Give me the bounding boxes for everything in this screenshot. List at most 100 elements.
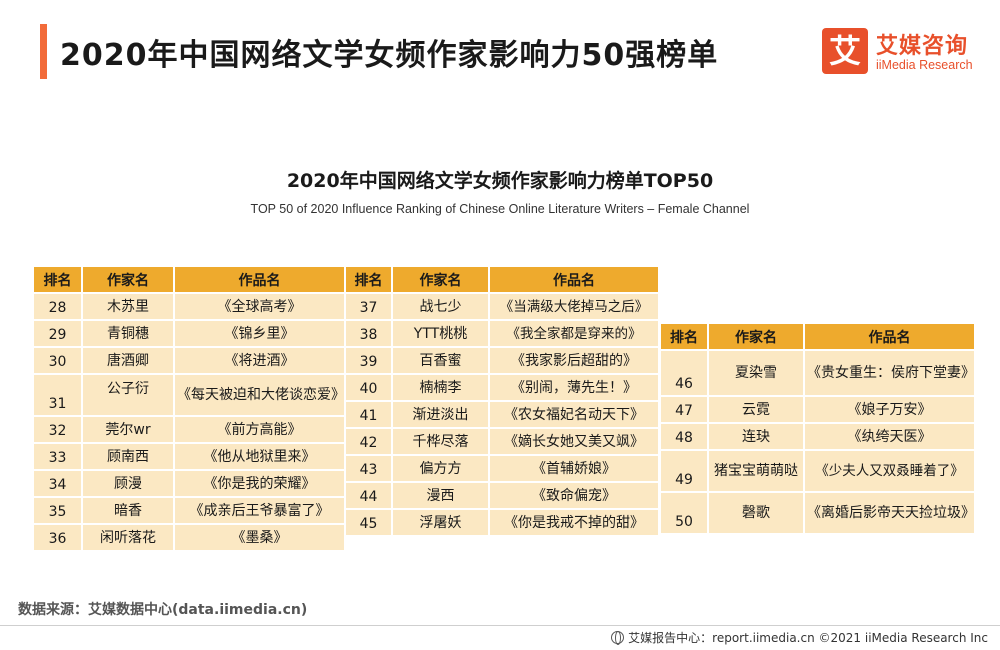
writer-cell: 暗香 [83,498,175,525]
work-cell: 《我家影后超甜的》 [490,348,658,375]
ranking-table-2: 排名 作家名 作品名 37 战七少 《当满级大佬掉马之后》 38 YTT桃桃 《… [346,267,658,537]
rank-cell: 31 [34,375,83,417]
rank-cell: 34 [34,471,83,498]
rank-cell: 47 [661,397,709,424]
writer-cell: 千桦尽落 [393,429,490,456]
logo-name-cn: 艾媒咨询 [876,34,969,59]
rank-cell: 41 [346,402,393,429]
writer-cell: 青铜穗 [83,321,175,348]
rank-cell: 32 [34,417,83,444]
writer-cell: 云霓 [709,397,805,424]
table-row: 38 YTT桃桃 《我全家都是穿来的》 [346,321,658,348]
writer-cell: 渐进淡出 [393,402,490,429]
table-row: 42 千桦尽落 《嫡长女她又美又飒》 [346,429,658,456]
rank-cell: 37 [346,294,393,321]
work-cell: 《每天被迫和大佬谈恋爱》 [175,375,345,417]
writer-cell: 公子衍 [83,375,175,417]
ranking-table-3: 排名 作家名 作品名 46 夏染雪 《贵女重生：侯府下堂妻》 47 云霓 《娘子… [661,324,975,535]
ranking-subtitle: TOP 50 of 2020 Influence Ranking of Chin… [250,202,750,216]
table-row: 28 木苏里 《全球高考》 [34,294,344,321]
table-row: 37 战七少 《当满级大佬掉马之后》 [346,294,658,321]
data-source: 数据来源：艾媒数据中心(data.iimedia.cn) [18,602,308,618]
rank-cell: 48 [661,424,709,451]
globe-icon [611,631,625,645]
footer: 艾媒报告中心：report.iimedia.cn ©2021 iiMedia R… [611,629,988,646]
writer-cell: 漫西 [393,483,490,510]
ranking-title: 2020年中国网络文学女频作家影响力榜单TOP50 [286,170,714,192]
rank-cell: 36 [34,525,83,552]
ranking-table-1: 排名 作家名 作品名 28 木苏里 《全球高考》 29 青铜穗 《锦乡里》 30… [34,267,345,552]
work-cell: 《全球高考》 [175,294,344,321]
work-cell: 《别闹，薄先生！》 [490,375,658,402]
work-cell: 《你是我的荣耀》 [175,471,344,498]
writer-cell: 闲听落花 [83,525,175,552]
header-writer: 作家名 [393,267,490,294]
header-writer: 作家名 [83,267,175,294]
header-writer: 作家名 [709,324,805,351]
writer-cell: 木苏里 [83,294,175,321]
table-row: 49 猪宝宝萌萌哒 《少夫人又双叒睡着了》 [661,451,974,493]
table-header-row: 排名 作家名 作品名 [346,267,658,294]
footer-text: 艾媒报告中心：report.iimedia.cn ©2021 iiMedia R… [628,631,988,645]
rank-cell: 44 [346,483,393,510]
work-cell: 《贵女重生：侯府下堂妻》 [805,351,975,397]
writer-cell: 浮屠妖 [393,510,490,537]
table-row: 41 渐进淡出 《农女福妃名动天下》 [346,402,658,429]
rank-cell: 28 [34,294,83,321]
table-row: 35 暗香 《成亲后王爷暴富了》 [34,498,344,525]
table-row: 34 顾漫 《你是我的荣耀》 [34,471,344,498]
work-cell: 《我全家都是穿来的》 [490,321,658,348]
table-row: 48 连玦 《纨绔天医》 [661,424,974,451]
writer-cell: 猪宝宝萌萌哒 [709,451,805,493]
work-cell: 《致命偏宠》 [490,483,658,510]
header-work: 作品名 [805,324,974,351]
header-rank: 排名 [346,267,393,294]
table-row: 33 顾南西 《他从地狱里来》 [34,444,344,471]
rank-cell: 30 [34,348,83,375]
table-row: 43 偏方方 《首辅娇娘》 [346,456,658,483]
writer-cell: 楠楠李 [393,375,490,402]
rank-cell: 50 [661,493,709,535]
table-row: 32 莞尔wr 《前方高能》 [34,417,344,444]
work-cell: 《你是我戒不掉的甜》 [490,510,658,537]
table-row: 31 公子衍 《每天被迫和大佬谈恋爱》 [34,375,345,417]
logo-mark: 艾 [822,28,868,74]
rank-cell: 29 [34,321,83,348]
work-cell: 《锦乡里》 [175,321,344,348]
writer-cell: 百香蜜 [393,348,490,375]
table-row: 29 青铜穗 《锦乡里》 [34,321,344,348]
header-rank: 排名 [34,267,83,294]
rank-cell: 38 [346,321,393,348]
work-cell: 《农女福妃名动天下》 [490,402,658,429]
logo-name-en: iiMedia Research [876,58,973,72]
header-work: 作品名 [490,267,658,294]
work-cell: 《他从地狱里来》 [175,444,344,471]
writer-cell: 顾南西 [83,444,175,471]
footer-divider [0,625,1000,626]
header-rank: 排名 [661,324,709,351]
writer-cell: 唐酒卿 [83,348,175,375]
work-cell: 《前方高能》 [175,417,344,444]
title-accent-bar [40,24,47,79]
iimedia-logo: 艾 艾媒咨询 iiMedia Research [822,28,992,78]
rank-cell: 43 [346,456,393,483]
writer-cell: 莞尔wr [83,417,175,444]
writer-cell: 偏方方 [393,456,490,483]
table-row: 47 云霓 《娘子万安》 [661,397,974,424]
writer-cell: YTT桃桃 [393,321,490,348]
work-cell: 《离婚后影帝天天捡垃圾》 [805,493,975,535]
table-row: 46 夏染雪 《贵女重生：侯府下堂妻》 [661,351,975,397]
rank-cell: 35 [34,498,83,525]
work-cell: 《当满级大佬掉马之后》 [490,294,658,321]
writer-cell: 连玦 [709,424,805,451]
table-row: 45 浮屠妖 《你是我戒不掉的甜》 [346,510,658,537]
work-cell: 《成亲后王爷暴富了》 [175,498,344,525]
work-cell: 《首辅娇娘》 [490,456,658,483]
rank-cell: 45 [346,510,393,537]
rank-cell: 40 [346,375,393,402]
table-header-row: 排名 作家名 作品名 [34,267,344,294]
writer-cell: 夏染雪 [709,351,805,397]
table-row: 36 闲听落花 《墨桑》 [34,525,344,552]
table-row: 40 楠楠李 《别闹，薄先生！》 [346,375,658,402]
table-row: 39 百香蜜 《我家影后超甜的》 [346,348,658,375]
